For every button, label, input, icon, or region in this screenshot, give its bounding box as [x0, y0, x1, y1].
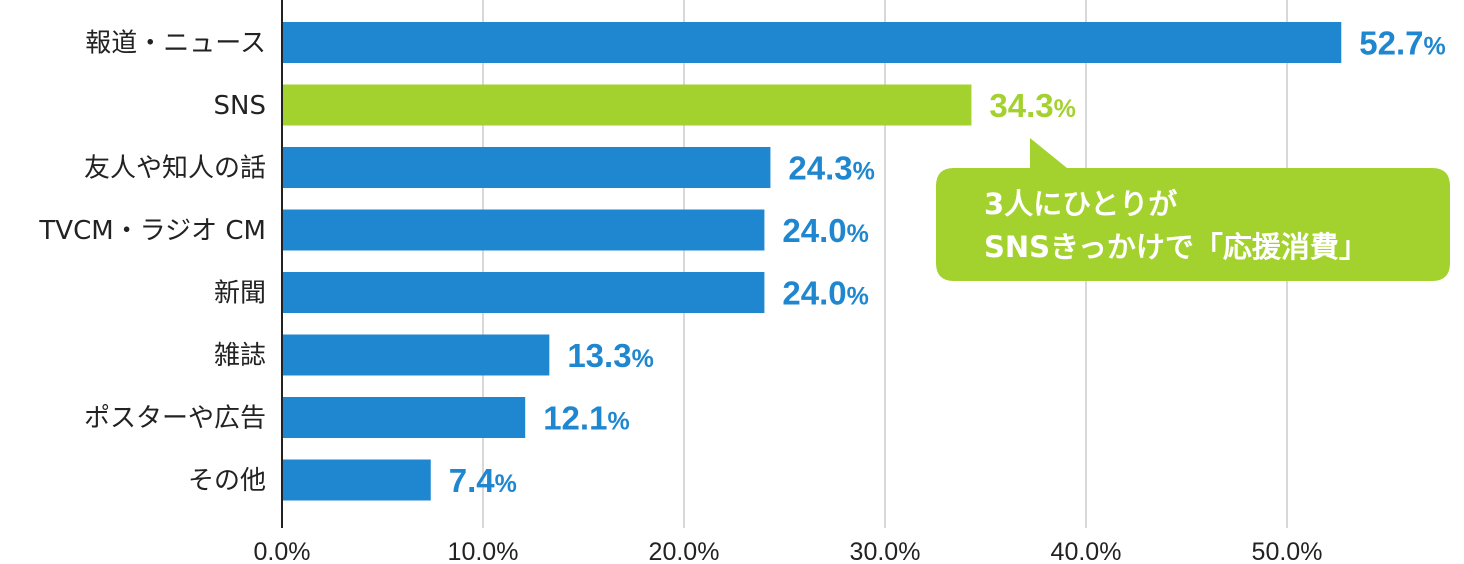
category-label: TVCM・ラジオ CM	[38, 216, 266, 246]
callout-bubble	[936, 138, 1450, 281]
value-label: 34.3%	[989, 87, 1075, 124]
bar	[282, 459, 431, 501]
value-unit: %	[847, 220, 869, 248]
value-number: 7.4	[449, 462, 496, 499]
bar	[282, 272, 765, 313]
category-label: 報道・ニュース	[85, 29, 266, 59]
category-label: 友人や知人の話	[84, 154, 266, 184]
x-axis-tick-labels: 0.0% 10.0% 20.0% 30.0% 40.0% 50.0%	[254, 538, 1323, 564]
value-label: 24.3%	[788, 150, 874, 187]
value-unit: %	[632, 345, 654, 373]
x-tick-label: 40.0%	[1051, 538, 1122, 564]
category-labels: 報道・ニュース SNS 友人や知人の話 TVCM・ラジオ CM 新聞雑誌ポスターや広告そ…	[38, 29, 266, 497]
value-label: 24.0%	[782, 212, 868, 249]
bar	[282, 84, 972, 126]
value-number: 13.3	[567, 337, 631, 374]
x-tick-label: 10.0%	[448, 538, 519, 564]
bars	[282, 22, 1342, 501]
bar	[282, 397, 526, 438]
value-number: 24.0	[782, 212, 846, 249]
bar	[282, 334, 550, 376]
bar	[282, 147, 771, 188]
value-labels: 52.7%34.3%24.3%24.0%24.0%13.3%12.1%7.4%	[449, 25, 1446, 500]
category-label: 雑誌	[214, 341, 266, 371]
value-number: 12.1	[543, 400, 607, 437]
callout-line-2: SNSきっかけで「応援消費」	[984, 230, 1368, 264]
bar	[282, 209, 765, 251]
x-tick-label: 20.0%	[649, 538, 720, 564]
bar	[282, 22, 1342, 63]
value-number: 24.0	[782, 275, 846, 312]
value-label: 12.1%	[543, 400, 629, 437]
category-label: その他	[188, 466, 266, 496]
value-number: 34.3	[989, 87, 1053, 124]
value-unit: %	[607, 408, 629, 436]
category-label: ポスターや広告	[84, 404, 266, 434]
value-unit: %	[1424, 33, 1446, 61]
value-label: 7.4%	[449, 462, 517, 499]
value-label: 13.3%	[567, 337, 653, 374]
callout-line-1: 3人にひとりが	[984, 187, 1177, 221]
value-number: 52.7	[1359, 25, 1423, 62]
value-unit: %	[847, 283, 869, 311]
x-tick-label: 0.0%	[254, 538, 311, 564]
value-unit: %	[1054, 95, 1076, 123]
category-label: 新聞	[214, 279, 266, 309]
callout: 3人にひとりが SNSきっかけで「応援消費」	[936, 138, 1450, 281]
value-label: 52.7%	[1359, 25, 1445, 62]
category-label: SNS	[214, 91, 266, 121]
value-unit: %	[853, 158, 875, 186]
value-number: 24.3	[788, 150, 852, 187]
value-unit: %	[495, 470, 517, 498]
value-label: 24.0%	[782, 275, 868, 312]
x-tick-label: 30.0%	[850, 538, 921, 564]
x-tick-label: 50.0%	[1252, 538, 1323, 564]
